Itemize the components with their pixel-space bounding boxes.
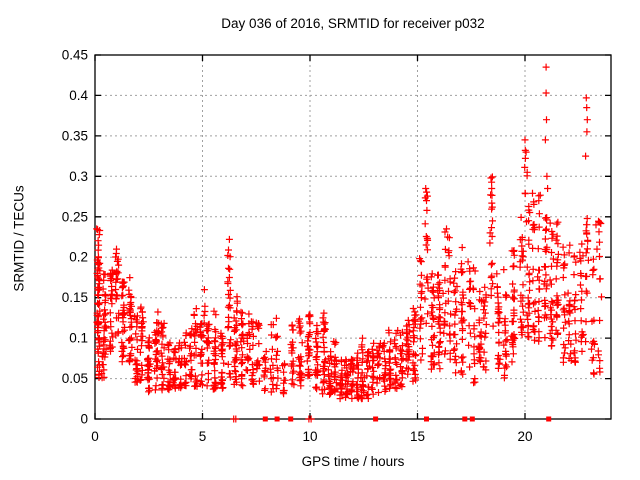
scatter-points	[93, 63, 605, 423]
svg-text:10: 10	[302, 429, 317, 444]
x-axis-label: GPS time / hours	[301, 454, 405, 469]
svg-text:15: 15	[410, 429, 425, 444]
plot-border	[94, 54, 612, 420]
svg-text:20: 20	[517, 429, 532, 444]
svg-text:0.4: 0.4	[69, 88, 88, 103]
svg-text:0.15: 0.15	[62, 290, 88, 305]
gridlines	[95, 55, 611, 419]
svg-text:0.45: 0.45	[62, 48, 88, 63]
chart-title: Day 036 of 2016, SRMTID for receiver p03…	[221, 16, 485, 31]
svg-text:0: 0	[91, 429, 99, 444]
svg-text:0.25: 0.25	[62, 209, 88, 224]
tick-labels: 0 0.05 0.1 0.15 0.2 0.25 0.3 0.35 0.4 0.45 0 5 10 15 2…	[62, 48, 533, 445]
svg-text:0.2: 0.2	[69, 250, 88, 265]
zero-point-clusters	[262, 416, 552, 422]
svg-text:0.3: 0.3	[69, 169, 88, 184]
svg-text:0.1: 0.1	[69, 331, 88, 346]
svg-text:5: 5	[199, 429, 207, 444]
svg-text:0: 0	[80, 412, 88, 427]
svg-text:0.05: 0.05	[62, 371, 88, 386]
svg-text:0.35: 0.35	[62, 128, 88, 143]
